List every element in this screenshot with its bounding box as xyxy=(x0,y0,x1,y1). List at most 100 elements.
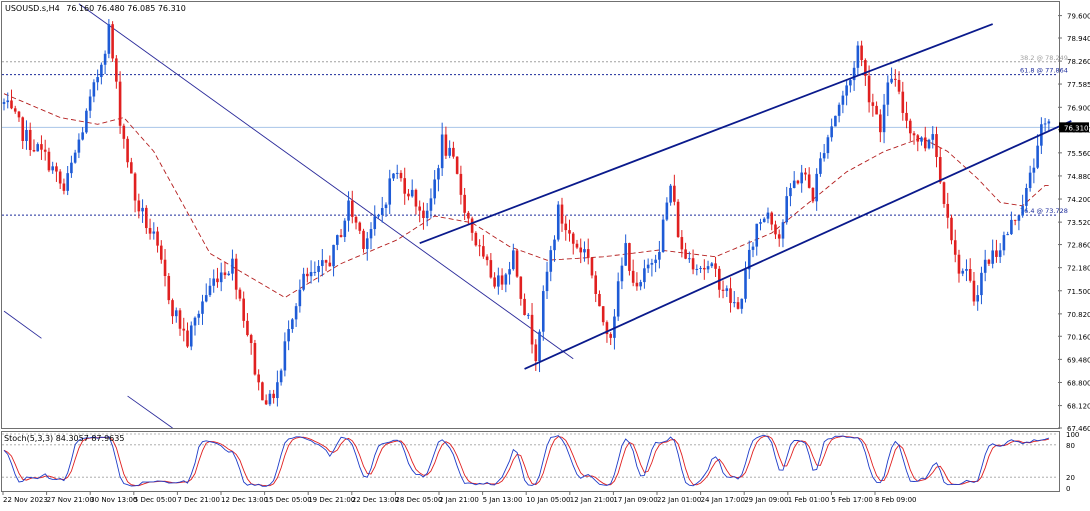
candle-body xyxy=(770,212,774,225)
candle-body xyxy=(1006,234,1009,236)
candle-body xyxy=(976,295,979,302)
candle-body xyxy=(875,105,878,115)
candle-body xyxy=(193,317,197,326)
candle-body xyxy=(631,270,635,283)
candle-body xyxy=(646,264,650,269)
candle-body xyxy=(36,144,40,152)
candle-body xyxy=(73,152,77,163)
candle-body xyxy=(444,134,448,156)
candle-body xyxy=(1032,167,1036,173)
candle-body xyxy=(321,260,324,266)
time-tick-label: 5 Feb 17:00 xyxy=(831,496,872,504)
candle-body xyxy=(620,265,624,282)
candle-body xyxy=(972,280,976,302)
price-tick-label: 70.160 xyxy=(1067,333,1090,341)
candle-body xyxy=(470,218,474,233)
candle-body xyxy=(148,228,152,234)
candle-body xyxy=(115,58,118,82)
candle-body xyxy=(1025,188,1028,206)
stoch-header: Stoch(5,3,3) 84.3057 87.9635 xyxy=(4,434,124,443)
candle-body xyxy=(980,272,983,296)
candle-body xyxy=(744,269,747,299)
candle-body xyxy=(452,147,455,157)
candle-body xyxy=(219,272,223,283)
candle-body xyxy=(246,320,249,336)
candle-body xyxy=(635,282,639,287)
time-tick-label: 1 Feb 01:00 xyxy=(788,496,829,504)
candle-body xyxy=(995,250,998,257)
candle-body xyxy=(1013,219,1017,221)
price-tick-label: 79.600 xyxy=(1067,13,1090,21)
candle-body xyxy=(897,79,901,92)
candle-body xyxy=(789,187,792,197)
candle-body xyxy=(901,91,905,113)
candle-body xyxy=(811,187,815,202)
candle-body xyxy=(751,246,755,250)
candle-body xyxy=(894,78,897,80)
candle-body xyxy=(279,370,283,383)
candle-body xyxy=(227,273,230,276)
stoch-label: Stoch(5,3,3) 84.3057 87.9635 xyxy=(4,434,125,443)
candle-body xyxy=(242,298,245,321)
candle-body xyxy=(560,204,564,224)
candle-body xyxy=(231,258,234,274)
candle-body xyxy=(571,233,575,244)
candle-body xyxy=(508,269,511,275)
candle-body xyxy=(965,268,968,271)
candle-body xyxy=(70,162,73,174)
candle-body xyxy=(306,273,309,277)
candle-body xyxy=(261,382,264,401)
candle-body xyxy=(32,150,36,152)
candle-body xyxy=(478,245,481,247)
current-price-box xyxy=(1059,122,1089,133)
candle-body xyxy=(541,291,545,332)
candle-body xyxy=(845,85,848,96)
price-tick-label: 76.900 xyxy=(1067,104,1090,112)
candle-body xyxy=(822,153,826,159)
symbol-header: USOUSD.s,H4 76.160 76.480 76.085 76.310 xyxy=(5,4,186,13)
candle-body xyxy=(141,207,144,212)
price-tick-label: 77.585 xyxy=(1067,81,1090,89)
candle-body xyxy=(553,239,556,251)
candle-body xyxy=(923,137,927,149)
time-tick-label: 12 Jan 21:00 xyxy=(570,496,614,504)
candle-body xyxy=(755,223,759,247)
candle-body xyxy=(729,288,732,303)
candle-body xyxy=(538,331,541,362)
candle-body xyxy=(991,250,994,264)
candle-body xyxy=(710,263,714,267)
candle-body xyxy=(669,185,672,203)
candle-body xyxy=(665,202,669,220)
candle-body xyxy=(350,200,354,217)
candle-body xyxy=(234,258,238,290)
candle-body xyxy=(1017,215,1021,221)
candle-body xyxy=(182,328,186,331)
candle-body xyxy=(594,275,598,294)
candle-body xyxy=(515,250,519,277)
candle-body xyxy=(28,129,32,151)
candle-body xyxy=(178,310,182,329)
candle-body xyxy=(58,171,62,184)
candle-body xyxy=(1028,172,1032,189)
candle-body xyxy=(497,275,500,287)
candle-body xyxy=(440,134,444,169)
candle-body xyxy=(935,134,938,158)
candle-body xyxy=(313,271,317,273)
candle-body xyxy=(864,60,867,76)
candle-body xyxy=(433,179,436,199)
candle-body xyxy=(703,267,706,270)
candle-body xyxy=(766,212,770,219)
candle-body xyxy=(485,256,489,261)
candle-body xyxy=(961,270,965,274)
candle-body xyxy=(890,78,893,83)
candle-body xyxy=(100,64,103,78)
candle-body xyxy=(605,322,609,335)
candle-body xyxy=(512,250,515,270)
candle-body xyxy=(781,222,785,239)
candle-body xyxy=(1036,145,1039,168)
time-tick-label: 10 Jan 05:00 xyxy=(526,496,570,504)
time-tick-label: 28 Dec 05:00 xyxy=(395,496,442,504)
candle-body xyxy=(699,267,702,269)
candle-body xyxy=(796,180,800,184)
